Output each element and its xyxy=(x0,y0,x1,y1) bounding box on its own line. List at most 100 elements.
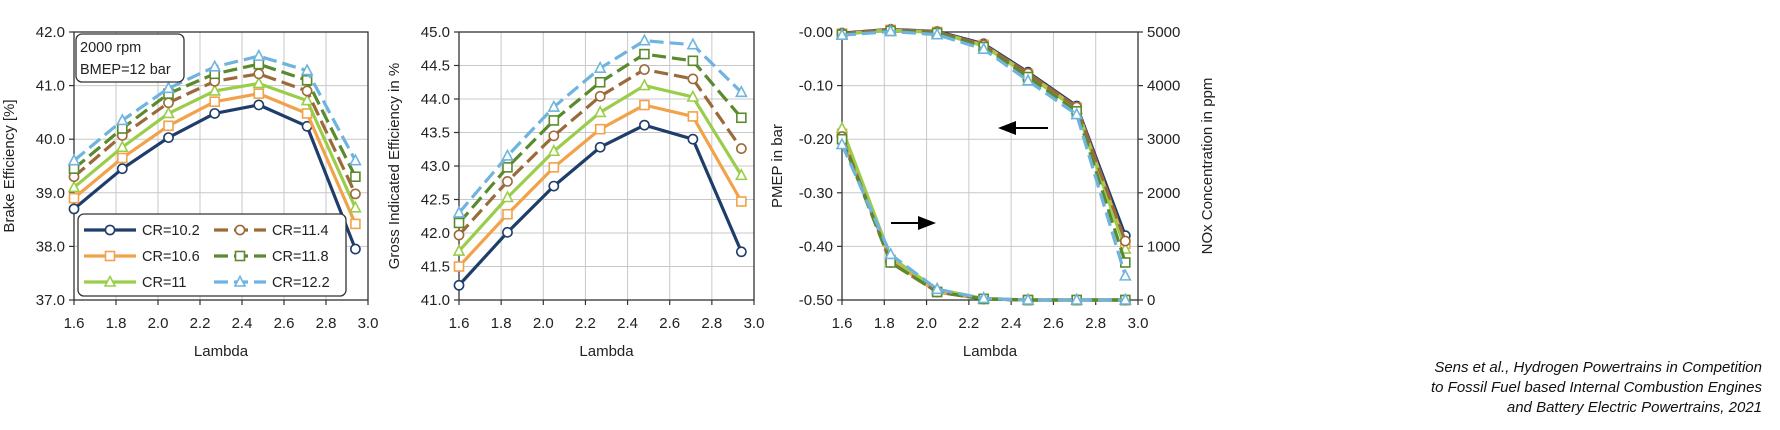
x-tick-label: 2.0 xyxy=(148,315,169,332)
nox-point-cr-12-2 xyxy=(977,41,990,54)
y-tick-label: 42.0 xyxy=(421,225,450,242)
series-point-cr-10-2 xyxy=(594,141,606,153)
x-tick-label: 1.8 xyxy=(106,315,127,332)
x-tick-label: 3.0 xyxy=(1128,315,1149,332)
y-tick-label: -0.00 xyxy=(799,24,833,41)
x-tick-label: 2.2 xyxy=(958,315,979,332)
series-point-cr-11-4 xyxy=(301,85,313,97)
series-point-cr-11-4 xyxy=(594,90,606,102)
nox-point-cr-12-2 xyxy=(1070,107,1084,120)
series-point-cr-12-2 xyxy=(162,81,175,94)
series-point-cr-11-4 xyxy=(639,64,650,75)
y-tick-label: 37.0 xyxy=(36,292,65,309)
y-tick-label: 45.0 xyxy=(421,24,450,41)
x-tick-label: 1.8 xyxy=(874,315,895,332)
series-point-cr-10-2 xyxy=(687,133,699,145)
y-right-tick-label: 3000 xyxy=(1147,131,1180,148)
pmep-point-cr-11-8 xyxy=(885,257,896,268)
x-tick-label: 1.8 xyxy=(491,315,512,332)
pmep-point-cr-12-2 xyxy=(1118,292,1132,305)
x-tick-label: 2.6 xyxy=(1043,315,1064,332)
series-point-cr-10-2 xyxy=(735,246,747,258)
y-right-tick-label: 2000 xyxy=(1147,185,1180,202)
series-point-cr-12-2 xyxy=(349,153,362,166)
series-point-cr-11-8 xyxy=(301,74,313,86)
series-point-cr-10-6 xyxy=(502,208,513,220)
pmep-point-cr-12-2 xyxy=(1070,292,1084,305)
nox-point-cr-12-2 xyxy=(884,24,897,37)
legend-marker xyxy=(104,250,116,262)
series-point-cr-11-4 xyxy=(349,188,361,200)
condition-text: 2000 rpm xyxy=(80,40,141,56)
pmep-point-cr-12-2 xyxy=(977,291,990,304)
y-tick-label: 44.0 xyxy=(421,91,450,108)
series-point-cr-10-2 xyxy=(253,99,265,111)
nox-point-cr-12-2 xyxy=(930,27,944,40)
series-point-cr-10-6 xyxy=(736,196,747,207)
series-point-cr-11-4 xyxy=(502,176,513,187)
y-right-tick-label: 1000 xyxy=(1147,238,1180,255)
series-point-cr-10-6 xyxy=(209,96,220,107)
series-point-cr-11-4 xyxy=(163,97,174,109)
gross-indicated-efficiency-chart: 1.6 1.8 2.0 2.2 2.4 2.6 2.8 3.0 41.0 41.5 42.0 42.5… xyxy=(386,24,764,360)
series-point-cr-10-2 xyxy=(68,203,80,215)
series-point-cr-11 xyxy=(252,76,266,89)
y-tick-label: 42.5 xyxy=(421,192,450,209)
series-point-cr-11-8 xyxy=(687,55,699,67)
citation-line-3: and Battery Electric Powertrains, 2021 xyxy=(1506,399,1762,416)
y-tick-label: 41.0 xyxy=(421,292,450,309)
series-point-cr-12-2 xyxy=(67,153,81,166)
arrow-right-head xyxy=(918,216,936,230)
pmep-point-cr-12-2 xyxy=(884,247,897,260)
nox-point-cr-12-2 xyxy=(1021,73,1035,86)
y-axis-label: Gross Indicated Efficiency in % xyxy=(386,63,403,269)
series-point-cr-11 xyxy=(593,105,607,118)
y-tick-label: 41.5 xyxy=(421,259,450,276)
series-point-cr-12-2 xyxy=(735,85,748,98)
pmep-point-cr-12-2 xyxy=(1021,292,1035,305)
y-tick-label: 44.5 xyxy=(421,58,450,75)
y-tick-label: 43.5 xyxy=(421,125,450,142)
series-point-cr-11-8 xyxy=(253,58,265,70)
series-point-cr-11-8 xyxy=(68,163,80,174)
arrow-left-head xyxy=(998,121,1016,135)
x-tick-label: 2.8 xyxy=(1085,315,1106,332)
legend-label: CR=11 xyxy=(142,275,186,291)
legend-marker xyxy=(103,274,117,287)
series-point-cr-11-8 xyxy=(453,217,465,229)
series-point-cr-10-6 xyxy=(350,218,361,230)
x-tick-label: 2.2 xyxy=(190,315,211,332)
pmep-nox-chart: 1.6 1.8 2.0 2.2 2.4 2.6 2.8 3.0 -0.50 -0.40 -0.30 -… xyxy=(769,23,1216,360)
series-point-cr-12-2 xyxy=(593,60,607,73)
source-citation: Sens et al., Hydrogen Powertrains in Com… xyxy=(1342,358,1762,418)
series-point-cr-10-6 xyxy=(68,192,80,204)
series-point-cr-10-6 xyxy=(687,111,699,122)
series-point-cr-10-2 xyxy=(349,243,361,255)
series-point-cr-10-6 xyxy=(117,152,128,164)
x-tick-label: 2.6 xyxy=(659,315,680,332)
y-tick-label: -0.40 xyxy=(799,238,833,255)
x-tick-label: 1.6 xyxy=(64,315,85,332)
y-tick-label: 43.0 xyxy=(421,158,450,175)
y-tick-label: -0.20 xyxy=(799,131,833,148)
series-point-cr-10-6 xyxy=(453,261,465,272)
series-point-cr-10-6 xyxy=(594,123,606,135)
y-axis-label: PMEP in bar xyxy=(769,124,786,208)
series-point-cr-11-8 xyxy=(736,112,747,124)
series-point-cr-10-6 xyxy=(639,99,650,111)
pmep-point-cr-12-2 xyxy=(835,137,849,150)
series-point-cr-11 xyxy=(686,89,700,102)
y-tick-label: -0.10 xyxy=(799,78,833,95)
series-point-cr-10-6 xyxy=(253,88,265,99)
series-point-cr-11-4 xyxy=(253,68,265,80)
series-point-cr-10-2 xyxy=(116,163,128,175)
brake-efficiency-chart: 1.6 1.8 2.0 2.2 2.4 2.6 2.8 3.0 37.0 38.0 39.0 40.0… xyxy=(1,24,378,360)
series-point-cr-11 xyxy=(300,93,314,106)
x-tick-label: 2.4 xyxy=(617,315,638,332)
x-tick-label: 3.0 xyxy=(744,315,765,332)
x-axis-label: Lambda xyxy=(579,343,634,360)
x-tick-label: 1.6 xyxy=(449,315,470,332)
legend-label: CR=11.8 xyxy=(272,249,329,265)
series-point-cr-12-2 xyxy=(452,205,466,218)
